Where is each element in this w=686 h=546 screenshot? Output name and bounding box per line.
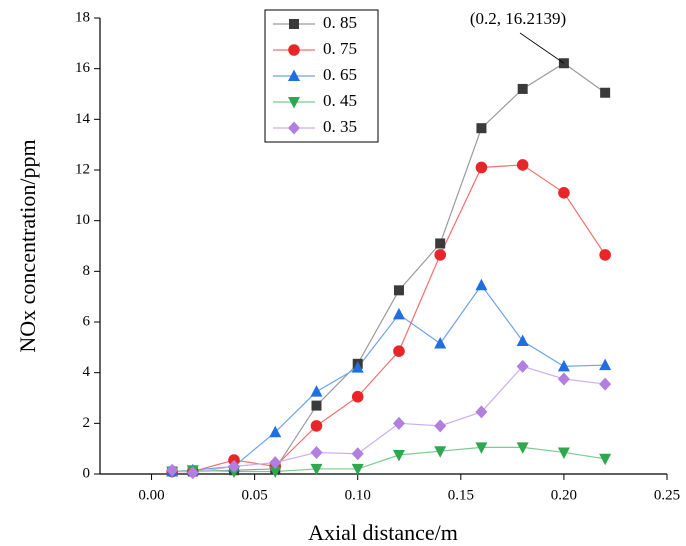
x-tick-label: 0.25: [654, 487, 680, 503]
marker: [434, 419, 447, 433]
marker: [289, 19, 299, 29]
marker: [269, 425, 282, 438]
marker: [310, 463, 323, 476]
marker: [269, 456, 282, 470]
marker: [475, 405, 488, 419]
x-tick-label: 0.15: [448, 487, 474, 503]
marker: [392, 307, 405, 320]
legend-text: 0. 75: [323, 39, 357, 58]
marker: [288, 121, 300, 135]
y-tick-label: 4: [83, 364, 91, 380]
x-axis-title: Axial distance/m: [308, 520, 458, 545]
marker: [392, 450, 405, 462]
marker: [351, 361, 364, 373]
y-tick-label: 18: [75, 9, 90, 25]
marker: [269, 466, 282, 478]
y-tick-label: 8: [83, 263, 91, 279]
marker: [517, 83, 528, 94]
marker: [351, 390, 364, 403]
marker: [475, 278, 488, 291]
marker: [392, 416, 405, 430]
marker: [288, 69, 300, 81]
x-tick-label: 0.20: [551, 487, 577, 503]
series-line: [172, 62, 606, 473]
y-tick-label: 2: [83, 415, 91, 431]
x-tick-label: 0.05: [242, 487, 268, 503]
marker: [476, 123, 487, 134]
marker: [516, 359, 529, 373]
marker: [599, 453, 612, 466]
y-tick-label: 12: [75, 161, 90, 177]
y-tick-label: 0: [83, 465, 91, 481]
legend-text: 0. 85: [323, 13, 357, 32]
marker: [557, 447, 570, 459]
marker: [351, 447, 364, 461]
y-tick-label: 16: [75, 60, 91, 76]
marker: [393, 345, 405, 357]
marker: [599, 377, 612, 391]
legend-text: 0. 35: [323, 117, 357, 136]
series-line: [172, 446, 606, 473]
legend-text: 0. 45: [323, 91, 357, 110]
x-tick-label: 0.10: [345, 487, 371, 503]
marker: [311, 400, 322, 411]
marker: [393, 285, 404, 296]
legend: 0. 85 0. 75 0. 65 0. 45 0. 35: [264, 9, 379, 143]
series-line: [172, 164, 606, 473]
legend-text: 0. 65: [323, 65, 357, 84]
y-tick-label: 10: [75, 212, 90, 228]
marker: [434, 446, 447, 458]
marker: [599, 249, 611, 261]
marker: [434, 337, 447, 349]
marker: [557, 359, 570, 372]
x-tick-label: 0.00: [138, 487, 164, 503]
marker: [288, 44, 300, 56]
marker: [186, 466, 199, 480]
marker: [599, 358, 612, 371]
marker: [516, 334, 529, 346]
marker: [435, 238, 446, 249]
annotation-leader: [519, 32, 565, 64]
marker: [166, 463, 179, 477]
marker: [557, 372, 570, 386]
marker: [475, 161, 488, 174]
marker: [310, 420, 323, 432]
y-tick-label: 6: [83, 313, 91, 329]
marker: [288, 97, 300, 109]
marker: [351, 463, 364, 476]
annotation: (0.2, 16.2139): [470, 9, 566, 28]
marker: [558, 187, 570, 199]
marker: [434, 249, 447, 261]
marker: [310, 445, 323, 459]
y-tick-label: 14: [75, 111, 91, 127]
series-line: [172, 365, 606, 474]
marker: [516, 442, 529, 454]
series-line: [172, 284, 606, 473]
y-axis-title: NOx concentration/ppm: [15, 139, 40, 352]
marker: [475, 442, 488, 454]
marker: [310, 385, 323, 397]
marker: [228, 459, 241, 473]
marker: [600, 87, 611, 98]
marker: [516, 159, 529, 171]
